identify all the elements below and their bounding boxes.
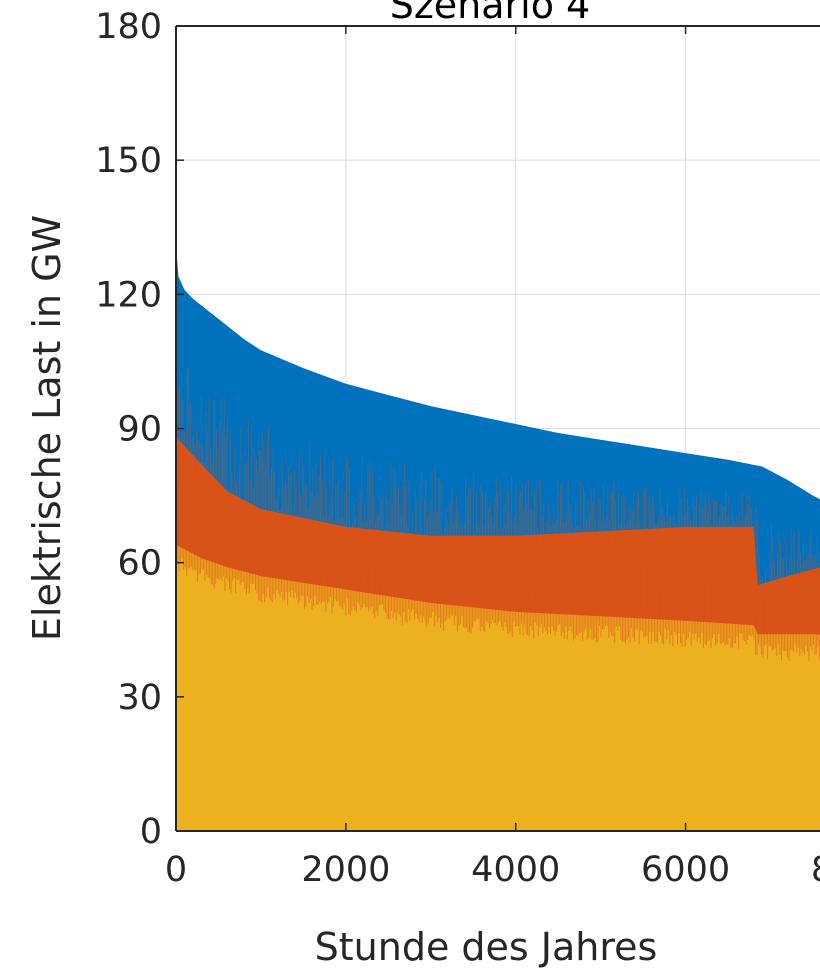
x-tick-labels: 0 2000 4000 6000 8000: [165, 850, 820, 890]
x-tick-label-1: 2000: [301, 850, 390, 890]
x-tick-label-4: 8000: [811, 850, 820, 890]
y-tick-label-3: 90: [117, 410, 162, 450]
y-tick-label-6: 180: [95, 7, 162, 47]
y-tick-label-5: 150: [95, 141, 162, 181]
y-tick-label-1: 30: [117, 678, 162, 718]
x-axis-label: Stunde des Jahres: [315, 925, 658, 969]
plot-areas: [176, 245, 820, 831]
y-tick-label-0: 0: [140, 812, 162, 852]
y-axis-label: Elektrische Last in GW: [25, 215, 69, 641]
y-tick-label-4: 120: [95, 275, 162, 315]
y-tick-labels: 0 30 60 90 120 150 180: [95, 7, 162, 852]
chart-title: Szenario 4: [390, 0, 591, 27]
load-variation-texture: [176, 365, 820, 661]
x-tick-label-3: 6000: [641, 850, 730, 890]
y-tick-label-2: 60: [117, 544, 162, 584]
x-tick-label-2: 4000: [471, 850, 560, 890]
axes: [175, 25, 820, 832]
area-layer-bottom: [176, 544, 820, 831]
x-tick-label-0: 0: [165, 850, 187, 890]
